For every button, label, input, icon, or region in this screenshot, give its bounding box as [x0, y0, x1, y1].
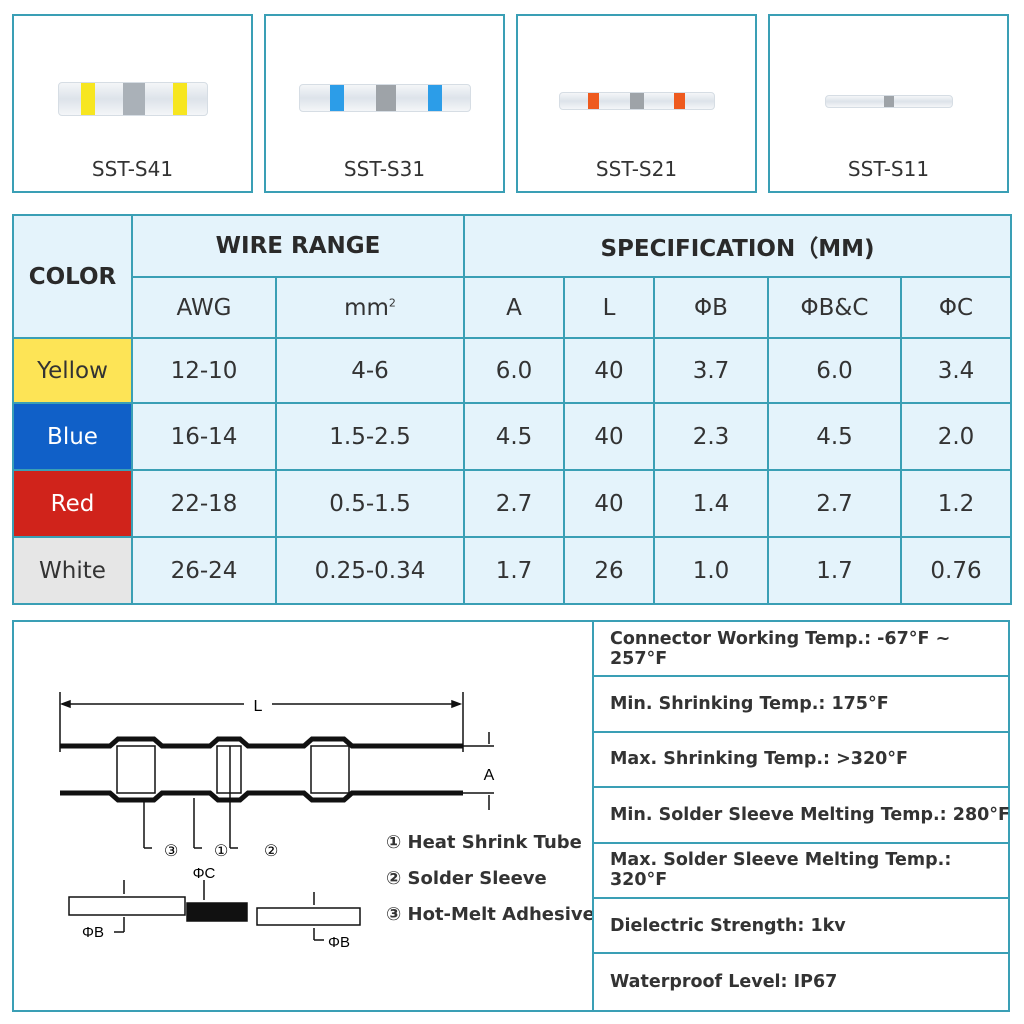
value-cell: 1.7: [463, 536, 565, 605]
color-cell: Blue: [12, 402, 133, 471]
col-phibc: ΦB&C: [767, 276, 902, 339]
connector-image: [57, 82, 208, 116]
callout-3: ③: [164, 843, 178, 860]
value-cell: 1.0: [653, 536, 769, 605]
value-cell: 6.0: [463, 337, 565, 404]
label-l: L: [254, 698, 263, 715]
table-row: White 26-24 0.25-0.34 1.7 26 1.0 1.7 0.76: [12, 536, 1012, 605]
value-cell: 1.5-2.5: [275, 402, 465, 471]
col-a: A: [463, 276, 565, 339]
value-cell: 0.25-0.34: [275, 536, 465, 605]
connector-image: [558, 92, 715, 110]
product-card-s31: SST-S31: [264, 14, 505, 193]
model-label: SST-S41: [91, 157, 174, 181]
specification-header: SPECIFICATION（MM): [463, 214, 1012, 278]
model-label: SST-S21: [595, 157, 678, 181]
value-cell: 1.4: [653, 469, 769, 538]
value-cell: 3.7: [653, 337, 769, 404]
label-phib-left: ΦB: [82, 924, 104, 941]
product-card-s11: SST-S11: [768, 14, 1009, 193]
value-cell: 12-10: [131, 337, 277, 404]
value-cell: 2.3: [653, 402, 769, 471]
legend-solder-sleeve: ② Solder Sleeve: [386, 868, 547, 889]
value-cell: 3.4: [900, 337, 1012, 404]
value-cell: 4.5: [463, 402, 565, 471]
specs-list: Connector Working Temp.: -67°F ~ 257°F Mi…: [592, 622, 1010, 1010]
col-mm2: mm2: [275, 276, 465, 339]
product-card-s41: SST-S41: [12, 14, 253, 193]
callout-2: ②: [264, 843, 278, 860]
col-mm2-label: mm: [344, 294, 389, 321]
col-phib: ΦB: [653, 276, 769, 339]
table-row: Yellow 12-10 4-6 6.0 40 3.7 6.0 3.4: [12, 337, 1012, 404]
value-cell: 2.0: [900, 402, 1012, 471]
label-phic: ΦC: [193, 865, 216, 882]
spec-item: Min. Shrinking Temp.: 175°F: [594, 677, 1010, 733]
legend-heat-shrink-tube: ① Heat Shrink Tube: [386, 832, 582, 853]
diagram-panel: L A ③ ① ② ΦC ΦB ΦB ① Heat Shrink Tube ② …: [12, 620, 1010, 1012]
connector-diagram: L A ③ ① ② ΦC ΦB ΦB: [59, 692, 495, 951]
product-card-s21: SST-S21: [516, 14, 757, 193]
label-a: A: [484, 767, 495, 784]
value-cell: 0.76: [900, 536, 1012, 605]
value-cell: 0.5-1.5: [275, 469, 465, 538]
spec-item: Max. Shrinking Temp.: >320°F: [594, 733, 1010, 789]
spec-item: Dielectric Strength: 1kv: [594, 899, 1010, 955]
color-cell: White: [12, 536, 133, 605]
label-phib-right: ΦB: [328, 934, 350, 951]
table-row: Blue 16-14 1.5-2.5 4.5 40 2.3 4.5 2.0: [12, 402, 1012, 471]
spec-item: Connector Working Temp.: -67°F ~ 257°F: [594, 622, 1010, 678]
connector-image: [298, 84, 471, 112]
value-cell: 40: [563, 402, 655, 471]
spec-item: Max. Solder Sleeve Melting Temp.: 320°F: [594, 844, 1010, 899]
wire-range-header: WIRE RANGE: [131, 214, 465, 278]
value-cell: 1.7: [767, 536, 902, 605]
value-cell: 16-14: [131, 402, 277, 471]
table-row: Red 22-18 0.5-1.5 2.7 40 1.4 2.7 1.2: [12, 469, 1012, 538]
legend-hot-melt-adhesive: ③ Hot-Melt Adhesive: [386, 904, 595, 925]
col-l: L: [563, 276, 655, 339]
value-cell: 2.7: [463, 469, 565, 538]
value-cell: 4.5: [767, 402, 902, 471]
spec-item: Waterproof Level: IP67: [610, 972, 838, 993]
value-cell: 40: [563, 469, 655, 538]
value-cell: 26: [563, 536, 655, 605]
value-cell: 26-24: [131, 536, 277, 605]
callout-1: ①: [214, 843, 228, 860]
connector-image: [824, 95, 953, 108]
color-cell: Yellow: [12, 337, 133, 404]
col-phic: ΦC: [900, 276, 1012, 339]
model-label: SST-S11: [847, 157, 930, 181]
model-label: SST-S31: [343, 157, 426, 181]
col-awg: AWG: [131, 276, 277, 339]
value-cell: 1.2: [900, 469, 1012, 538]
value-cell: 40: [563, 337, 655, 404]
superscript: 2: [388, 295, 396, 309]
value-cell: 6.0: [767, 337, 902, 404]
spec-item: Min. Solder Sleeve Melting Temp.: 280°F: [594, 788, 1010, 844]
spec-table: COLOR WIRE RANGE SPECIFICATION（MM) AWG m…: [12, 214, 1012, 605]
value-cell: 2.7: [767, 469, 902, 538]
value-cell: 4-6: [275, 337, 465, 404]
value-cell: 22-18: [131, 469, 277, 538]
color-header: COLOR: [12, 214, 133, 339]
color-cell: Red: [12, 469, 133, 538]
